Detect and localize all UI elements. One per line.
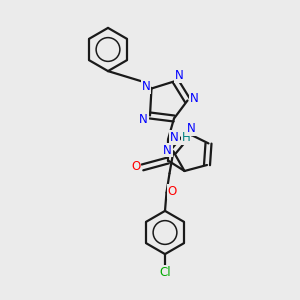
- Text: N: N: [190, 92, 199, 106]
- Text: Cl: Cl: [159, 266, 171, 279]
- Text: N: N: [170, 130, 179, 144]
- Text: H: H: [182, 130, 190, 144]
- Text: N: N: [175, 69, 184, 82]
- Text: O: O: [168, 184, 177, 198]
- Text: N: N: [163, 143, 172, 157]
- Text: O: O: [131, 160, 140, 173]
- Text: N: N: [139, 112, 148, 126]
- Text: N: N: [142, 80, 151, 94]
- Text: N: N: [187, 122, 196, 135]
